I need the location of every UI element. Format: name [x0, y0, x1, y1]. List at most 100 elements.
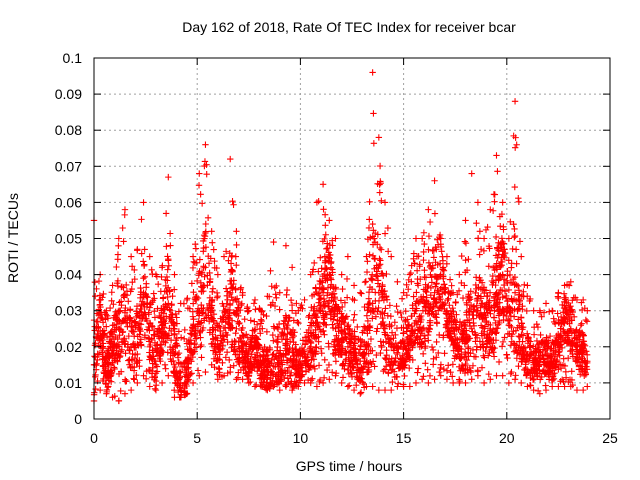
data-point — [510, 220, 517, 228]
data-point — [286, 348, 293, 356]
data-point — [230, 362, 237, 369]
data-point — [188, 280, 196, 287]
data-point — [321, 253, 328, 260]
data-point — [288, 307, 296, 314]
data-point — [498, 343, 506, 350]
data-point — [216, 365, 223, 373]
data-point — [463, 327, 470, 334]
data-point — [128, 285, 135, 293]
data-point — [388, 329, 396, 336]
data-point — [549, 338, 556, 346]
data-point — [530, 307, 537, 314]
data-point — [183, 390, 191, 397]
data-point — [149, 356, 156, 363]
data-point — [317, 302, 324, 309]
data-point — [272, 363, 279, 371]
data-point — [332, 325, 339, 332]
data-point — [584, 358, 591, 365]
data-point — [256, 306, 263, 313]
data-point — [206, 269, 213, 277]
data-point — [555, 336, 562, 343]
data-point — [229, 341, 236, 348]
data-point — [326, 217, 333, 224]
data-point — [104, 383, 111, 391]
data-point — [397, 309, 405, 317]
data-point — [100, 327, 108, 334]
data-point — [436, 331, 443, 339]
data-point — [239, 376, 246, 383]
data-point — [421, 240, 428, 248]
data-point — [392, 331, 399, 339]
data-point — [245, 379, 252, 387]
data-point — [429, 346, 437, 354]
data-point — [368, 276, 376, 283]
data-point — [530, 386, 537, 394]
data-point — [154, 341, 161, 348]
data-point — [233, 308, 240, 315]
data-point — [563, 309, 571, 317]
data-point — [373, 262, 380, 269]
x-axis-label: GPS time / hours — [296, 458, 403, 474]
data-point — [177, 300, 184, 307]
data-point — [440, 275, 447, 282]
data-point — [458, 252, 465, 260]
data-point — [224, 312, 232, 320]
data-point — [106, 304, 114, 312]
data-point — [515, 362, 522, 370]
data-point — [384, 248, 392, 255]
data-point — [203, 171, 210, 178]
data-point — [268, 368, 275, 375]
data-point — [443, 260, 451, 268]
data-point — [323, 265, 331, 273]
data-point — [193, 293, 200, 301]
data-point — [359, 352, 366, 359]
data-point — [332, 349, 340, 356]
data-point — [197, 334, 204, 341]
data-point — [298, 344, 306, 352]
data-point — [484, 223, 491, 231]
data-point — [583, 351, 591, 359]
data-point — [92, 371, 99, 379]
data-point — [221, 307, 228, 314]
data-point — [253, 349, 261, 357]
data-point — [140, 289, 147, 296]
data-point — [321, 211, 329, 218]
data-point — [425, 259, 433, 267]
data-point — [433, 338, 440, 346]
data-point — [372, 313, 380, 320]
data-point — [103, 348, 111, 356]
data-point — [492, 330, 500, 337]
data-point — [313, 343, 320, 351]
data-point — [181, 335, 188, 343]
data-point — [412, 379, 420, 387]
data-point — [490, 279, 497, 286]
data-point — [236, 319, 243, 327]
data-point — [164, 253, 171, 260]
data-point — [160, 310, 168, 317]
data-point — [470, 308, 477, 316]
data-point — [416, 261, 423, 268]
data-point — [444, 296, 451, 304]
data-point — [232, 351, 239, 358]
data-point — [380, 339, 387, 346]
data-point — [366, 216, 373, 223]
data-point — [386, 302, 394, 309]
data-point — [477, 304, 484, 311]
data-point — [143, 317, 151, 325]
data-point — [163, 287, 170, 295]
data-point — [217, 315, 224, 322]
data-point — [325, 340, 332, 347]
data-point — [516, 238, 524, 245]
data-point — [565, 378, 572, 386]
data-point — [165, 300, 172, 307]
data-point — [496, 213, 504, 220]
data-point — [229, 297, 237, 304]
data-point — [545, 376, 553, 383]
data-point — [240, 332, 247, 339]
data-point — [117, 298, 125, 305]
data-point — [583, 348, 590, 355]
data-point — [115, 325, 122, 332]
data-point — [114, 277, 122, 285]
data-point — [425, 300, 432, 307]
data-point — [510, 275, 517, 283]
